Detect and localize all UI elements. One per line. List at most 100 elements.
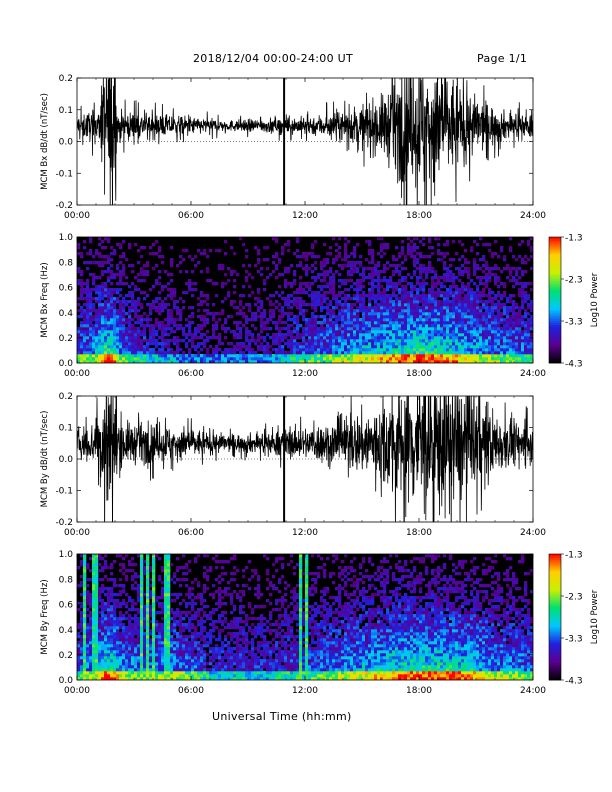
spectrogram-cell [356,261,360,265]
spectrogram-cell [461,339,465,343]
spectrogram-cell [323,261,327,265]
spectrogram-cell [137,288,141,292]
spectrogram-cell [332,276,336,280]
spectrogram-cell [152,599,156,603]
spectrogram-cell [185,360,189,363]
spectrogram-cell [308,318,312,322]
spectrogram-cell [152,342,156,346]
spectrogram-cell [182,300,186,304]
spectrogram-cell [227,357,231,361]
spectrogram-cell [374,303,378,307]
spectrogram-cell [461,354,465,358]
spectrogram-cell [77,671,81,675]
spectrogram-cell [320,273,324,277]
spectrogram-cell [503,282,507,286]
spectrogram-cell [512,303,516,307]
spectrogram-cell [413,303,417,307]
spectrogram-cell [371,297,375,301]
spectrogram-cell [359,294,363,298]
spectrogram-cell [212,327,216,331]
spectrogram-cell [149,354,153,358]
spectrogram-cell [359,357,363,361]
spectrogram-cell [443,333,447,337]
spectrogram-cell [479,312,483,316]
spectrogram-cell [305,318,309,322]
spectrogram-cell [77,252,81,256]
spectrogram-cell [413,351,417,355]
spectrogram-cell [248,360,252,363]
spectrogram-cell [95,578,99,582]
spectrogram-cell [92,656,96,660]
spectrogram-cell [95,626,99,630]
spectrogram-cell [416,342,420,346]
spectrogram-cell [116,620,120,624]
spectrogram-cell [143,650,147,654]
spectrogram-cell [131,668,135,672]
spectrogram-cell [410,351,414,355]
spectrogram-cell [92,318,96,322]
spectrogram-cell [137,330,141,334]
spectrogram-cell [362,291,366,295]
spectrogram-cell [122,255,126,259]
spectrogram-cell [116,593,120,597]
spectrogram-cell [107,339,111,343]
spectrogram-cell [524,309,528,313]
spectrogram-cell [374,339,378,343]
spectrogram-cell [392,351,396,355]
spectrogram-cell [269,327,273,331]
spectrogram-cell [383,276,387,280]
spectrogram-cell [407,321,411,325]
spectrogram-cell [125,318,129,322]
spectrogram-cell [233,345,237,349]
spectrogram-cell [494,279,498,283]
spectrogram-cell [422,297,426,301]
spectrogram-cell [386,354,390,358]
spectrogram-cell [287,297,291,301]
spectrogram-cell [131,360,135,363]
spectrogram-cell [248,264,252,268]
spectrogram-cell [107,599,111,603]
spectrogram-cell [263,312,267,316]
spectrogram-cell [350,339,354,343]
spectrogram-cell [89,632,93,636]
spectrogram-cell [173,339,177,343]
spectrogram-cell [326,285,330,289]
spectrogram-cell [101,677,105,680]
spectrogram-cell [368,354,372,358]
spectrogram-cell [113,653,117,657]
spectrogram-cell [77,650,81,654]
spectrogram-cell [434,306,438,310]
spectrogram-cell [518,321,522,325]
spectrogram-cell [308,252,312,256]
spectrogram-cell [347,330,351,334]
spectrogram-cell [389,264,393,268]
spectrogram-cell [140,608,144,612]
spectrogram-cell [158,360,162,363]
spectrogram-cell [287,339,291,343]
spectrogram-cell [479,315,483,319]
spectrogram-cell [431,276,435,280]
spectrogram-cell [323,276,327,280]
spectrogram-cell [368,273,372,277]
spectrogram-cell [86,324,90,328]
spectrogram-cell [380,309,384,313]
spectrogram-cell [494,327,498,331]
spectrogram-cell [386,306,390,310]
spectrogram-cell [386,303,390,307]
spectrogram-cell [188,351,192,355]
spectrogram-cell [353,297,357,301]
spectrogram-cell [125,650,129,654]
spectrogram-cell [344,309,348,313]
spectrogram-cell [101,342,105,346]
spectrogram-cell [506,342,510,346]
spectrogram-cell [140,255,144,259]
spectrogram-cell [107,276,111,280]
spectrogram-cell [485,333,489,337]
spectrogram-cell [401,291,405,295]
spectrogram-cell [152,267,156,271]
spectrogram-cell [239,342,243,346]
spectrogram-cell [131,602,135,606]
spectrogram-cell [479,294,483,298]
spectrogram-cell [344,303,348,307]
spectrogram-cell [110,659,114,663]
